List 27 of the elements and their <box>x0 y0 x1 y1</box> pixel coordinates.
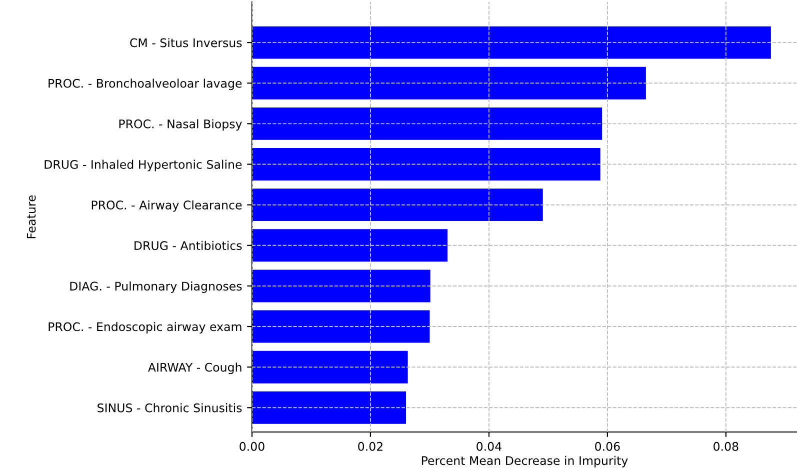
bar <box>252 229 448 262</box>
y-tick-label: CM - Situs Inversus <box>130 38 242 48</box>
bar <box>252 148 600 180</box>
bar <box>252 107 602 140</box>
bar <box>252 391 406 424</box>
y-tick-label: PROC. - Airway Clearance <box>92 200 242 212</box>
x-tick-label: 0.06 <box>595 442 620 451</box>
bar <box>252 310 430 343</box>
y-tick-label: PROC. - Nasal Biopsy <box>119 119 242 131</box>
y-tick-label: DRUG - Antibiotics <box>134 240 242 250</box>
y-tick-label: DRUG - Inhaled Hypertonic Saline <box>44 160 242 172</box>
x-tick-label: 0.02 <box>358 442 382 451</box>
y-tick-label: PROC. - Bronchoalveoloar lavage <box>48 78 242 90</box>
y-axis-title: Feature <box>26 195 36 238</box>
y-tick-label: DIAG. - Pulmonary Diagnoses <box>70 281 242 293</box>
y-tick-label: SINUS - Chronic Sinusitis <box>98 403 242 412</box>
x-tick-label: 0.08 <box>714 442 738 451</box>
bar <box>252 66 646 100</box>
bar <box>252 188 543 222</box>
bar <box>252 26 771 59</box>
x-tick-label: 0.00 <box>240 442 264 451</box>
y-tick-label: AIRWAY - Cough <box>148 362 242 374</box>
x-axis-title: Percent Mean Decrease in Impurity <box>422 456 628 468</box>
y-tick-label: PROC. - Endoscopic airway exam <box>48 322 242 334</box>
bar <box>252 270 430 302</box>
x-tick-label: 0.04 <box>476 442 502 451</box>
bar <box>252 350 408 384</box>
